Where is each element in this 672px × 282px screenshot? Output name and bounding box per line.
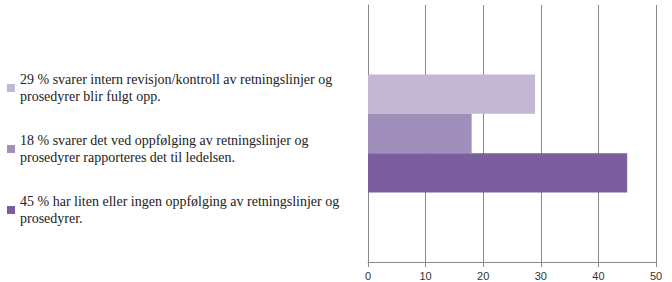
svg-text:0: 0	[365, 270, 371, 282]
svg-text:10: 10	[419, 270, 431, 282]
svg-text:18 % svarer det ved oppfølging: 18 % svarer det ved oppfølging av retnin…	[20, 133, 312, 148]
svg-text:30: 30	[535, 270, 547, 282]
svg-text:20: 20	[477, 270, 489, 282]
svg-text:prosedyrer.: prosedyrer.	[20, 211, 83, 226]
svg-text:prosedyrer blir fulgt opp.: prosedyrer blir fulgt opp.	[20, 89, 161, 104]
svg-text:45 % har liten eller ingen opp: 45 % har liten eller ingen oppfølging av…	[20, 194, 343, 209]
svg-text:29 % svarer intern revisjon/ko: 29 % svarer intern revisjon/kontroll av …	[20, 72, 336, 87]
svg-text:40: 40	[592, 270, 604, 282]
svg-text:50: 50	[650, 270, 662, 282]
svg-text:prosedyrer rapporteres det til: prosedyrer rapporteres det til ledelsen.	[20, 150, 235, 165]
